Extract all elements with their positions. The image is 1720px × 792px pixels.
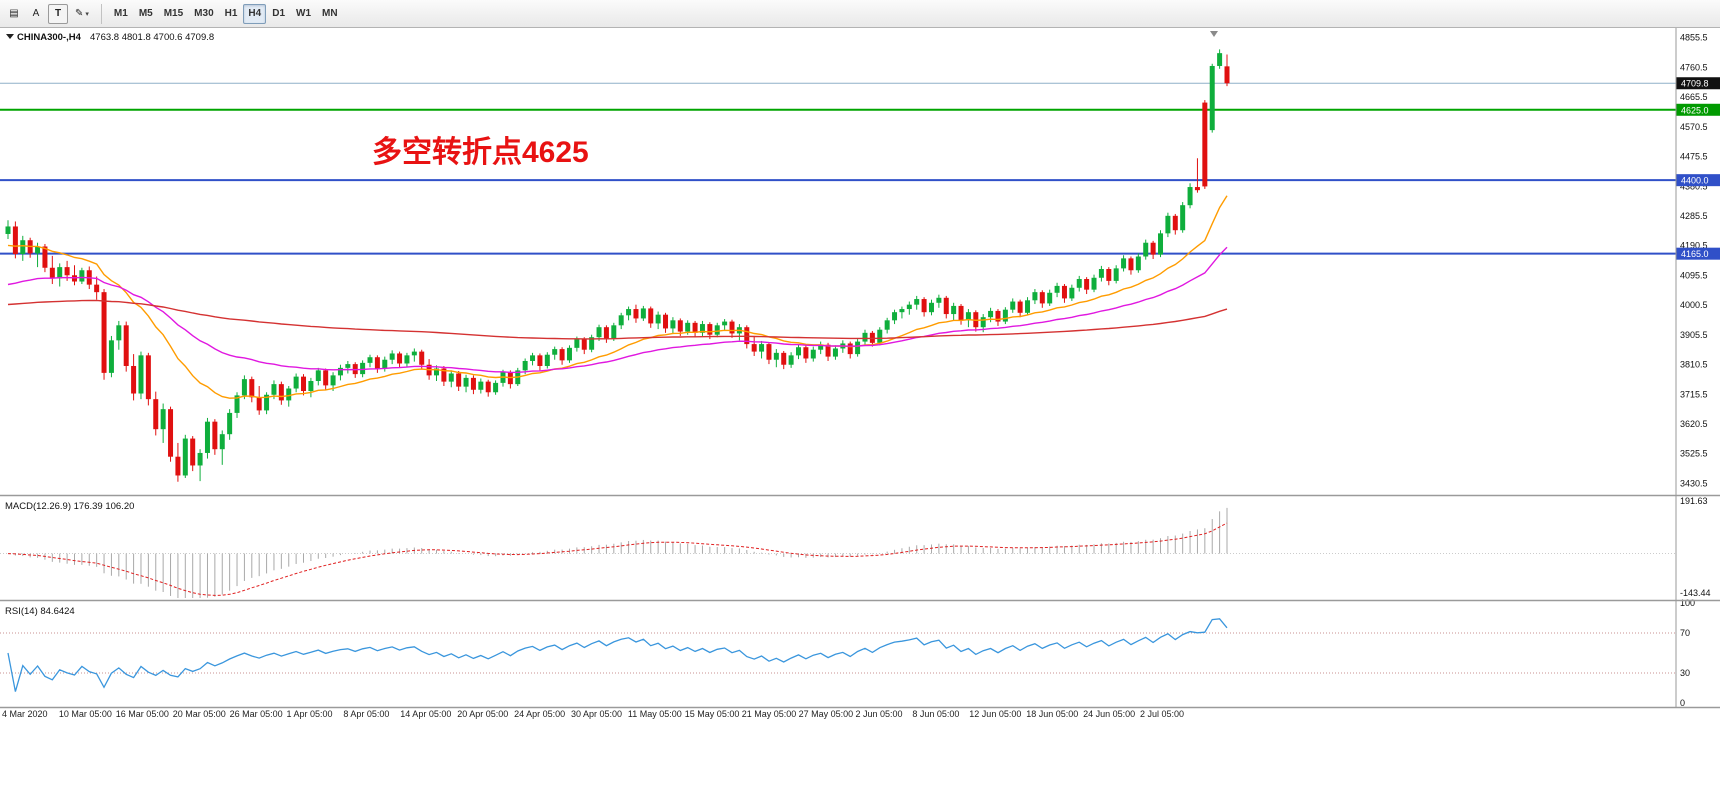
tool-group: ▤ A T ✎ ▾ <box>4 3 94 24</box>
svg-text:18 Jun 05:00: 18 Jun 05:00 <box>1026 709 1078 719</box>
macd-label: MACD(12.26.9) 176.39 106.20 <box>5 501 134 512</box>
svg-text:4095.5: 4095.5 <box>1680 270 1708 280</box>
svg-text:30: 30 <box>1680 668 1690 678</box>
svg-text:100: 100 <box>1680 598 1695 608</box>
time-axis: 4 Mar 2020 10 Mar 05:00 16 Mar 05:00 20 Mar… <box>2 709 1184 719</box>
macd-indicator-panel <box>0 507 1676 598</box>
svg-text:12 Jun 05:00: 12 Jun 05:00 <box>969 709 1021 719</box>
svg-text:0: 0 <box>1680 698 1685 708</box>
annotation-text[interactable]: 多空转折点4625 <box>372 136 589 169</box>
svg-text:11 May 05:00: 11 May 05:00 <box>628 709 682 719</box>
svg-text:4760.5: 4760.5 <box>1680 62 1708 72</box>
svg-text:4625.0: 4625.0 <box>1681 105 1709 115</box>
symbol-dropdown-icon[interactable] <box>6 34 14 39</box>
svg-text:4709.8: 4709.8 <box>1681 79 1709 89</box>
svg-text:14 Apr 05:00: 14 Apr 05:00 <box>400 709 451 719</box>
svg-text:70: 70 <box>1680 628 1690 638</box>
macd-axis-max: 191.63 <box>1680 496 1708 506</box>
timeframe-button-m30[interactable]: M30 <box>194 8 214 19</box>
timeframe-group: M1 M5 M15 M30 H1 H4 D1 W1 MN <box>109 3 343 24</box>
svg-text:21 May 05:00: 21 May 05:00 <box>742 709 797 719</box>
text-box-tool[interactable]: T <box>48 3 68 24</box>
toolbar-separator <box>100 3 102 24</box>
timeframe-button-d1[interactable]: D1 <box>272 8 286 19</box>
timeframe-button-m1[interactable]: M1 <box>113 8 128 19</box>
timeframe-button-h1[interactable]: H1 <box>224 8 238 19</box>
timeframe-button-h4[interactable]: H4 <box>243 3 267 24</box>
svg-text:26 Mar 05:00: 26 Mar 05:00 <box>230 709 283 719</box>
moving-average-lines <box>7 195 1228 399</box>
svg-text:8 Jun 05:00: 8 Jun 05:00 <box>912 709 959 719</box>
text-label-tool[interactable]: A <box>32 8 40 19</box>
svg-text:4000.5: 4000.5 <box>1680 300 1708 310</box>
svg-text:3715.5: 3715.5 <box>1680 389 1708 399</box>
level-badge-4400: 4400.0 <box>1676 174 1720 187</box>
svg-text:24 Apr 05:00: 24 Apr 05:00 <box>514 709 565 719</box>
level-badge-4625: 4625.0 <box>1676 103 1720 116</box>
fast-ma-line <box>7 195 1228 399</box>
timeframe-button-w1[interactable]: W1 <box>296 8 312 19</box>
price-axis: 4855.5 4760.5 4665.5 4570.5 4475.5 4380.5 4285… <box>1676 33 1720 488</box>
chart-panels-icon[interactable]: ▤ <box>9 8 19 19</box>
svg-text:15 May 05:00: 15 May 05:00 <box>685 709 740 719</box>
svg-text:4400.0: 4400.0 <box>1681 176 1709 186</box>
svg-text:24 Jun 05:00: 24 Jun 05:00 <box>1083 709 1135 719</box>
svg-text:2 Jul 05:00: 2 Jul 05:00 <box>1140 709 1184 719</box>
drawing-tool-caret-icon[interactable]: ▾ <box>85 10 89 18</box>
horizontal-level-lines[interactable] <box>0 82 1676 255</box>
slow-ma-line <box>7 299 1228 340</box>
svg-text:4855.5: 4855.5 <box>1680 33 1708 43</box>
svg-text:30 Apr 05:00: 30 Apr 05:00 <box>571 709 622 719</box>
svg-text:4665.5: 4665.5 <box>1680 92 1708 102</box>
svg-text:3620.5: 3620.5 <box>1680 419 1708 429</box>
mid-ma-line <box>7 246 1228 374</box>
rsi-label: RSI(14) 84.6424 <box>5 606 75 617</box>
svg-text:4570.5: 4570.5 <box>1680 122 1708 132</box>
timeframe-button-mn[interactable]: MN <box>322 8 338 19</box>
ohlc-label: 4763.8 4801.8 4700.6 4709.8 <box>90 32 214 43</box>
candlestick-series <box>5 49 1230 482</box>
level-badge-4165: 4165.0 <box>1676 247 1720 260</box>
current-price-badge: 4709.8 <box>1676 77 1720 90</box>
svg-text:10 Mar 05:00: 10 Mar 05:00 <box>59 709 112 719</box>
top-toolbar: ▤ A T ✎ ▾ M1 M5 M15 M30 H1 H4 D1 W1 MN <box>0 0 1720 28</box>
svg-text:3905.5: 3905.5 <box>1680 330 1708 340</box>
svg-text:20 Mar 05:00: 20 Mar 05:00 <box>173 709 226 719</box>
svg-text:3430.5: 3430.5 <box>1680 478 1708 488</box>
svg-text:4 Mar 2020: 4 Mar 2020 <box>2 709 48 719</box>
svg-text:2 Jun 05:00: 2 Jun 05:00 <box>856 709 903 719</box>
svg-text:8 Apr 05:00: 8 Apr 05:00 <box>343 709 389 719</box>
svg-text:3525.5: 3525.5 <box>1680 449 1708 459</box>
drawing-tool[interactable]: ✎ ▾ <box>75 8 89 19</box>
chart-shift-marker-icon[interactable] <box>1210 31 1218 37</box>
svg-text:20 Apr 05:00: 20 Apr 05:00 <box>457 709 508 719</box>
svg-text:4475.5: 4475.5 <box>1680 152 1708 162</box>
symbol-label: CHINA300-,H4 <box>17 32 82 43</box>
panel-frames <box>0 28 1720 709</box>
macd-axis-min: -143.44 <box>1680 588 1711 598</box>
svg-text:4165.0: 4165.0 <box>1681 249 1709 259</box>
timeframe-button-m5[interactable]: M5 <box>138 8 153 19</box>
svg-text:27 May 05:00: 27 May 05:00 <box>799 709 854 719</box>
timeframe-button-m15[interactable]: M15 <box>163 8 184 19</box>
svg-text:4285.5: 4285.5 <box>1680 211 1708 221</box>
svg-text:16 Mar 05:00: 16 Mar 05:00 <box>116 709 169 719</box>
rsi-indicator-panel: 100 70 30 0 <box>0 598 1695 708</box>
svg-text:4380.5: 4380.5 <box>1680 181 1708 191</box>
svg-text:3810.5: 3810.5 <box>1680 360 1708 370</box>
svg-text:4190.5: 4190.5 <box>1680 241 1708 251</box>
svg-text:1 Apr 05:00: 1 Apr 05:00 <box>287 709 333 719</box>
